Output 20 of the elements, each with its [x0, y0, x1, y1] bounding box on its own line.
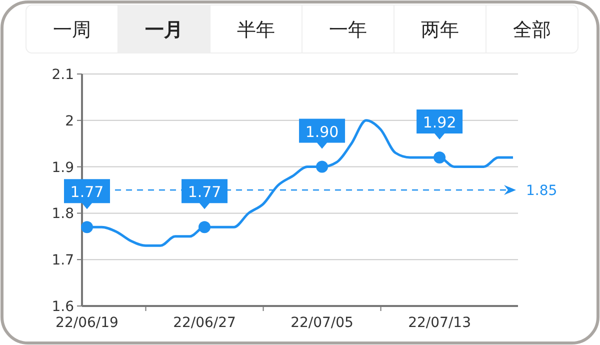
- point: [198, 221, 211, 234]
- y-tick-label: 1.8: [52, 206, 74, 222]
- y-tick-label: 2: [65, 113, 74, 130]
- x-tick-label: 22/06/19: [56, 315, 118, 331]
- tab-bar: 一周 一月 半年 一年 两年 全部: [26, 4, 578, 54]
- y-tick-label: 1.9: [52, 160, 74, 176]
- annotation: 1.77: [188, 183, 222, 202]
- x-tick-label: 22/06/27: [173, 315, 236, 331]
- annotation: 1.92: [422, 114, 456, 132]
- ref-line-label: 1.85: [526, 183, 558, 199]
- annotation: 1.90: [305, 122, 339, 141]
- x-tick-label: 22/07/05: [290, 315, 354, 331]
- y-tick-label: 1.6: [52, 299, 74, 315]
- annotation: 1.77: [70, 183, 104, 202]
- point: [81, 221, 93, 234]
- x-tick-label: 22/07/13: [408, 315, 471, 331]
- y-tick-label: 2.1: [52, 67, 74, 83]
- y-tick-label: 1.7: [52, 252, 74, 269]
- point: [434, 152, 446, 164]
- point: [316, 160, 328, 173]
